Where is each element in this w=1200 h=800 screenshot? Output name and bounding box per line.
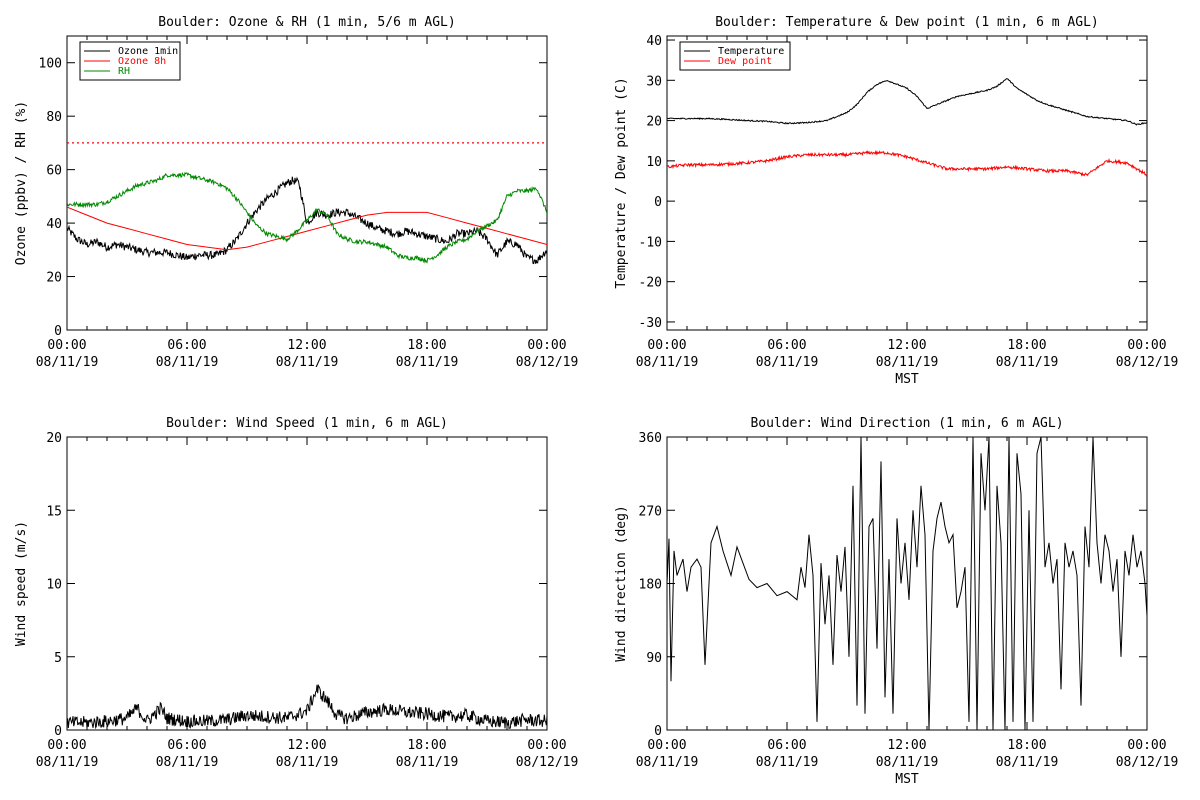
y-tick-label: 30 bbox=[646, 74, 662, 89]
x-tick-label: 06:00 bbox=[167, 338, 206, 353]
chart-panel-2: Boulder: Temperature & Dew point (1 min,… bbox=[614, 15, 1178, 387]
y-tick-label: 360 bbox=[639, 431, 662, 446]
series-line-2 bbox=[667, 150, 1147, 177]
x-axis-label: MST bbox=[895, 772, 919, 787]
chart-panel-4: Boulder: Wind Direction (1 min, 6 m AGL)… bbox=[614, 416, 1178, 787]
series-line-3 bbox=[67, 171, 547, 264]
y-tick-label: -20 bbox=[639, 276, 662, 291]
x-tick-date-label: 08/11/19 bbox=[276, 355, 339, 370]
x-tick-date-label: 08/12/19 bbox=[516, 755, 579, 770]
x-tick-date-label: 08/11/19 bbox=[156, 755, 219, 770]
x-tick-date-label: 08/11/19 bbox=[396, 755, 459, 770]
x-tick-date-label: 08/11/19 bbox=[36, 355, 99, 370]
chart-panel-1: Boulder: Ozone & RH (1 min, 5/6 m AGL) 0 2… bbox=[14, 15, 578, 370]
y-tick-label: 40 bbox=[646, 34, 662, 49]
y-tick-label: -30 bbox=[639, 316, 662, 331]
plot-frame bbox=[666, 436, 1148, 731]
x-tick-date-label: 08/11/19 bbox=[996, 755, 1059, 770]
legend-label: Ozone 1min bbox=[118, 46, 178, 57]
x-tick-label: 00:00 bbox=[527, 738, 566, 753]
x-tick-label: 12:00 bbox=[287, 738, 326, 753]
x-tick-label: 00:00 bbox=[647, 738, 686, 753]
y-tick-label: 0 bbox=[654, 195, 662, 210]
y-tick-label: 20 bbox=[46, 431, 62, 446]
series-line-1 bbox=[667, 78, 1147, 126]
x-tick-label: 18:00 bbox=[1007, 738, 1046, 753]
legend-label: RH bbox=[118, 66, 130, 77]
legend-box bbox=[679, 41, 791, 71]
x-tick-date-label: 08/12/19 bbox=[516, 355, 579, 370]
x-tick-date-label: 08/11/19 bbox=[276, 755, 339, 770]
x-axis-label: MST bbox=[895, 372, 919, 387]
series-line-1 bbox=[67, 176, 547, 265]
legend-label: Dew point bbox=[718, 56, 772, 67]
x-tick-label: 00:00 bbox=[527, 338, 566, 353]
x-tick-date-label: 08/11/19 bbox=[396, 355, 459, 370]
y-tick-label: 270 bbox=[639, 504, 662, 519]
chart-panel-3: Boulder: Wind Speed (1 min, 6 m AGL) 0 5 10… bbox=[14, 416, 578, 770]
x-tick-label: 12:00 bbox=[887, 738, 926, 753]
x-tick-label: 18:00 bbox=[1007, 338, 1046, 353]
y-tick-label: 90 bbox=[646, 651, 662, 666]
x-tick-date-label: 08/11/19 bbox=[36, 755, 99, 770]
y-tick-label: 80 bbox=[46, 110, 62, 125]
x-tick-label: 00:00 bbox=[1127, 338, 1166, 353]
x-tick-date-label: 08/11/19 bbox=[996, 355, 1059, 370]
y-tick-label: 180 bbox=[639, 578, 662, 593]
series-line-1 bbox=[667, 437, 1147, 730]
series-line-1 bbox=[67, 683, 547, 730]
plot-frame bbox=[66, 436, 548, 731]
chart-title: Boulder: Wind Direction (1 min, 6 m AGL) bbox=[750, 416, 1063, 431]
x-tick-label: 12:00 bbox=[287, 338, 326, 353]
y-tick-label: 10 bbox=[46, 578, 62, 593]
y-axis-label: Wind direction (deg) bbox=[614, 505, 629, 662]
y-tick-label: 0 bbox=[654, 724, 662, 739]
plot-frame bbox=[666, 35, 1148, 331]
legend-label: Ozone 8h bbox=[118, 56, 166, 67]
y-tick-label: 0 bbox=[54, 324, 62, 339]
y-tick-label: 10 bbox=[646, 155, 662, 170]
x-tick-date-label: 08/11/19 bbox=[156, 355, 219, 370]
chart-title: Boulder: Temperature & Dew point (1 min,… bbox=[715, 15, 1099, 30]
y-tick-label: 0 bbox=[54, 724, 62, 739]
series-line-2 bbox=[67, 206, 547, 251]
x-tick-label: 12:00 bbox=[887, 338, 926, 353]
x-tick-label: 18:00 bbox=[407, 738, 446, 753]
x-tick-label: 18:00 bbox=[407, 338, 446, 353]
y-tick-label: 20 bbox=[46, 271, 62, 286]
x-tick-label: 00:00 bbox=[647, 338, 686, 353]
x-tick-date-label: 08/12/19 bbox=[1116, 355, 1179, 370]
chart-title: Boulder: Ozone & RH (1 min, 5/6 m AGL) bbox=[158, 15, 455, 30]
y-tick-label: 60 bbox=[46, 164, 62, 179]
x-tick-date-label: 08/11/19 bbox=[636, 755, 699, 770]
x-tick-label: 06:00 bbox=[767, 338, 806, 353]
y-tick-label: 5 bbox=[54, 651, 62, 666]
x-tick-date-label: 08/11/19 bbox=[756, 355, 819, 370]
y-axis-label: Temperature / Dew point (C) bbox=[614, 77, 629, 288]
x-tick-label: 00:00 bbox=[1127, 738, 1166, 753]
y-axis-label: Ozone (ppbv) / RH (%) bbox=[14, 101, 29, 265]
y-axis-label: Wind speed (m/s) bbox=[14, 521, 29, 646]
x-tick-date-label: 08/11/19 bbox=[876, 755, 939, 770]
y-tick-label: 100 bbox=[39, 57, 62, 72]
x-tick-date-label: 08/11/19 bbox=[876, 355, 939, 370]
y-tick-label: 20 bbox=[646, 115, 662, 130]
x-tick-label: 06:00 bbox=[767, 738, 806, 753]
x-tick-label: 00:00 bbox=[47, 338, 86, 353]
x-tick-label: 06:00 bbox=[167, 738, 206, 753]
x-tick-date-label: 08/11/19 bbox=[636, 355, 699, 370]
y-tick-label: -10 bbox=[639, 235, 662, 250]
legend-label: Temperature bbox=[718, 46, 784, 57]
chart-title: Boulder: Wind Speed (1 min, 6 m AGL) bbox=[166, 416, 448, 431]
y-tick-label: 40 bbox=[46, 217, 62, 232]
x-tick-date-label: 08/11/19 bbox=[756, 755, 819, 770]
x-tick-label: 00:00 bbox=[47, 738, 86, 753]
x-tick-date-label: 08/12/19 bbox=[1116, 755, 1179, 770]
y-tick-label: 15 bbox=[46, 504, 62, 519]
